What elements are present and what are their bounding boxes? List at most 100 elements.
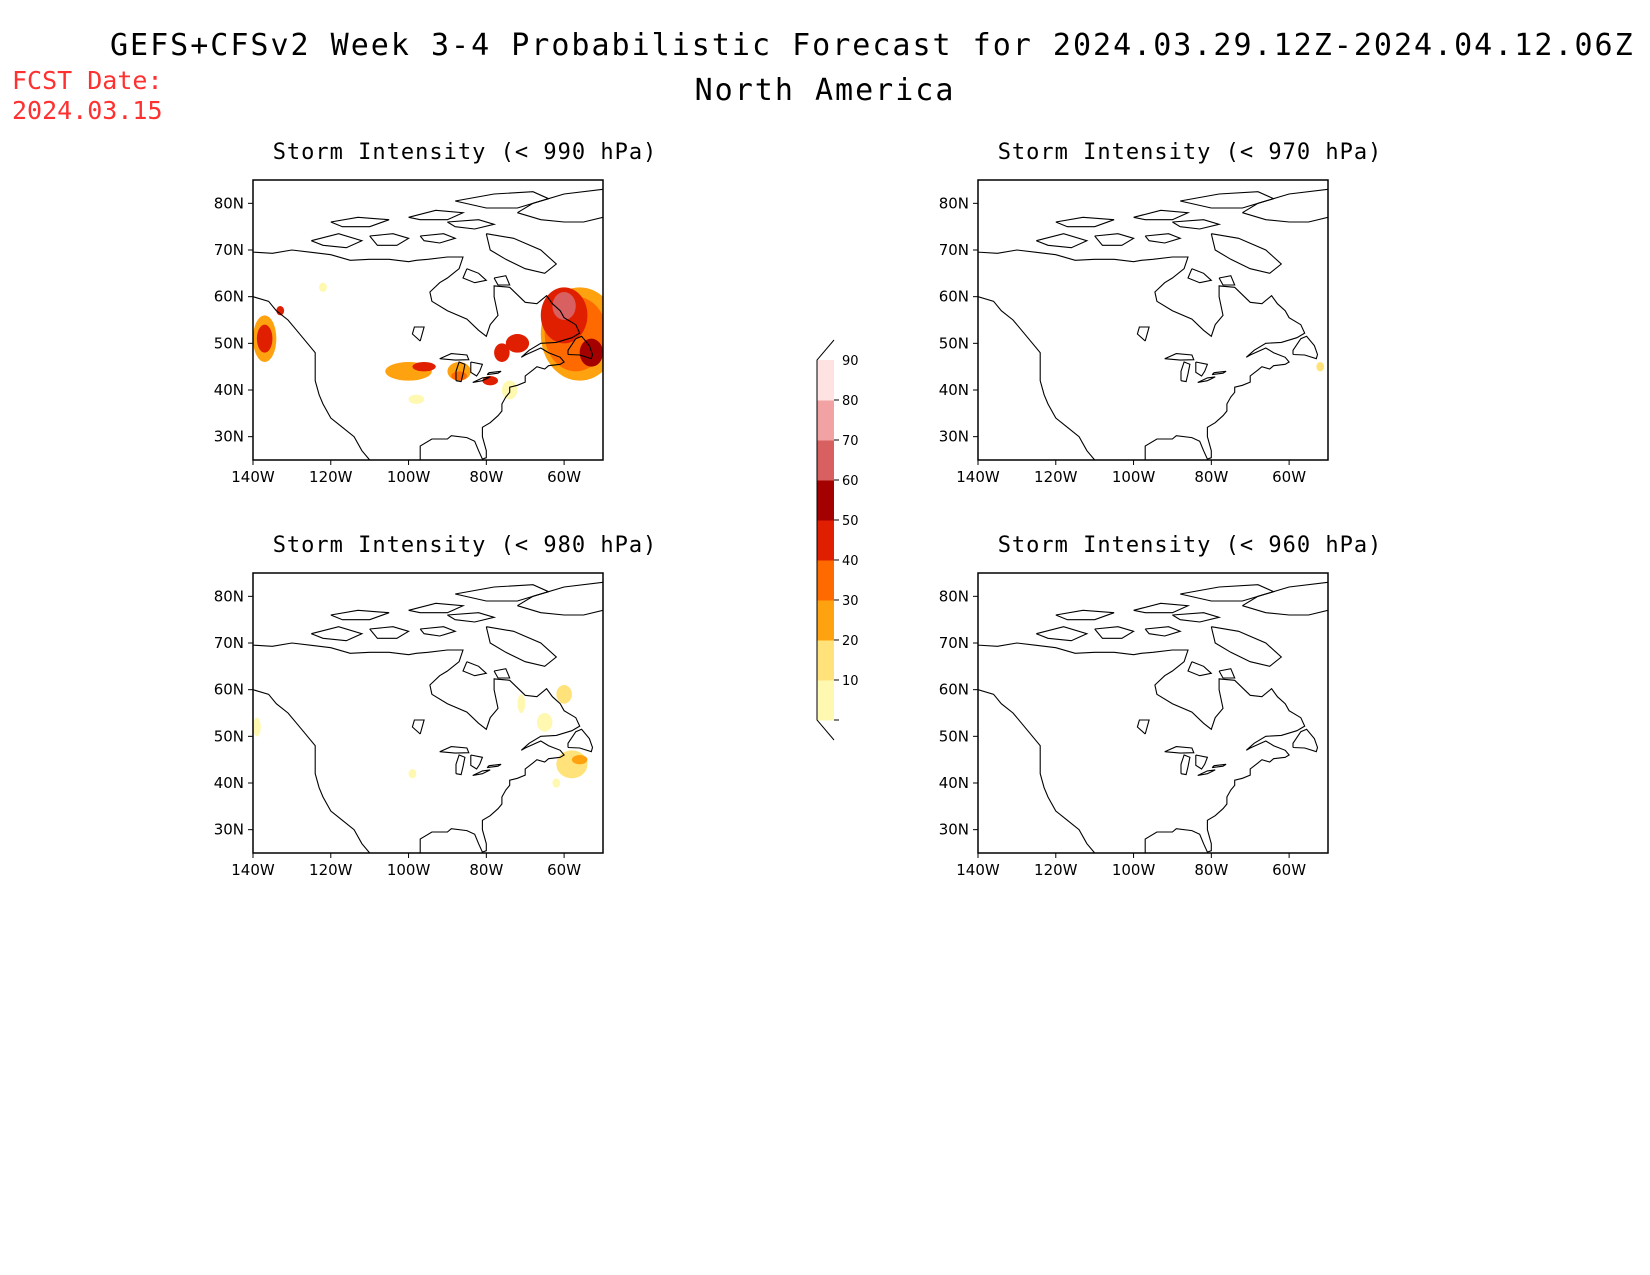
- probability-contour: [556, 685, 572, 704]
- lake-outline: [411, 326, 425, 342]
- fcst-date-label: FCST Date:: [12, 66, 163, 95]
- coastline: [311, 233, 364, 249]
- coastline: [1180, 584, 1276, 602]
- lon-tick-label: 60W: [1272, 861, 1306, 879]
- probability-contour: [276, 306, 285, 316]
- lat-tick-label: 40N: [939, 774, 969, 792]
- lat-tick-label: 30N: [939, 821, 969, 839]
- coastline: [253, 689, 371, 853]
- coastline: [447, 612, 497, 623]
- coastline: [978, 689, 1096, 853]
- coastline: [408, 209, 466, 221]
- coastline: [1133, 602, 1191, 614]
- colorbar-swatch: [817, 360, 834, 401]
- lake-outline: [1195, 361, 1209, 377]
- lon-tick-label: 60W: [547, 468, 581, 486]
- probability-field: [253, 282, 603, 404]
- lon-tick-label: 100W: [387, 861, 431, 879]
- colorbar-label: 40: [842, 554, 859, 569]
- coastline: [419, 626, 457, 637]
- coastline: [1094, 626, 1135, 639]
- lon-tick-label: 120W: [309, 468, 353, 486]
- coastline: [978, 296, 1096, 460]
- lat-tick-label: 40N: [214, 381, 244, 399]
- map-svg: 140W 120W 100W 80W 60W 80N 70N 60N 50N 40N 30N: [214, 572, 604, 879]
- colorbar-label: 30: [842, 594, 859, 609]
- probability-contour: [408, 394, 425, 404]
- probability-contour: [517, 694, 526, 713]
- coastline: [485, 233, 558, 274]
- coastline: [253, 296, 371, 460]
- probability-contour: [253, 717, 261, 737]
- coastline: [1172, 612, 1222, 623]
- lake-outline: [455, 361, 466, 383]
- probability-contour: [556, 750, 588, 779]
- coastline: [419, 233, 457, 244]
- lon-tick-label: 80W: [1194, 468, 1228, 486]
- lat-tick-label: 50N: [214, 334, 244, 352]
- lon-tick-label: 140W: [956, 861, 1000, 879]
- coastline: [1292, 728, 1319, 753]
- lon-tick-label: 100W: [1112, 861, 1156, 879]
- colorbar-label: 70: [842, 434, 859, 449]
- coastline: [330, 216, 390, 228]
- map-panel-970: 140W 120W 100W 80W 60W 80N 70N 60N 50N 40N 30N Sto…: [939, 140, 1440, 486]
- probability-contour: [552, 778, 561, 788]
- coastline: [1292, 335, 1319, 360]
- map-frame: [252, 179, 604, 461]
- coastline: [1144, 233, 1182, 244]
- coastline: [1187, 268, 1213, 284]
- coastlines: [253, 581, 603, 853]
- lat-tick-label: 80N: [214, 587, 244, 605]
- lake-outline: [486, 763, 502, 769]
- lat-tick-label: 70N: [214, 241, 244, 259]
- probability-contour: [451, 371, 467, 381]
- colorbar-legend: 10 20 30 40 50 60 70 80 90: [816, 339, 859, 741]
- lat-tick-label: 30N: [214, 821, 244, 839]
- lat-tick-label: 70N: [939, 241, 969, 259]
- probability-field: [253, 685, 588, 788]
- colorbar-label: 60: [842, 474, 859, 489]
- map-frame: [252, 572, 604, 854]
- lat-tick-label: 70N: [214, 634, 244, 652]
- colorbar-swatch: [817, 560, 834, 601]
- lake-outline: [1197, 769, 1216, 777]
- colorbar-label: 90: [842, 354, 859, 369]
- map-panel-980: 140W 120W 100W 80W 60W 80N 70N 60N 50N 40N 30N Sto…: [214, 533, 715, 879]
- coastline: [1210, 626, 1283, 667]
- colorbar-label: 80: [842, 394, 859, 409]
- lon-tick-label: 80W: [469, 468, 503, 486]
- lat-tick-label: 80N: [214, 194, 244, 212]
- probability-contour: [412, 362, 436, 372]
- coastline: [517, 581, 603, 616]
- lon-tick-label: 100W: [387, 468, 431, 486]
- lake-outline: [1180, 361, 1191, 383]
- lake-outline: [472, 376, 491, 384]
- lon-tick-label: 120W: [1034, 468, 1078, 486]
- lat-tick-label: 60N: [214, 681, 244, 699]
- coastline: [978, 249, 1306, 460]
- probability-contour: [319, 282, 327, 292]
- lon-tick-label: 80W: [469, 861, 503, 879]
- lon-tick-label: 140W: [231, 861, 275, 879]
- map-panel-990: 140W 120W 100W 80W 60W 80N 70N 60N 50N 40N 30N Sto…: [214, 140, 715, 486]
- coastline: [455, 584, 551, 602]
- coastline: [1094, 233, 1135, 246]
- lake-outline: [1136, 326, 1150, 342]
- lake-outline: [439, 746, 470, 754]
- coastline: [485, 626, 558, 667]
- lat-tick-label: 60N: [939, 681, 969, 699]
- lat-tick-label: 80N: [939, 587, 969, 605]
- coastline: [567, 728, 594, 753]
- lake-outline: [1180, 754, 1191, 776]
- coastline: [1180, 191, 1276, 209]
- coastline: [1218, 668, 1236, 679]
- lat-tick-label: 30N: [214, 428, 244, 446]
- coastline: [1055, 216, 1115, 228]
- lat-tick-label: 50N: [214, 727, 244, 745]
- coastlines: [978, 188, 1328, 460]
- lake-outline: [1211, 763, 1227, 769]
- figure-title: GEFS+CFSv2 Week 3-4 Probabilistic Foreca…: [110, 28, 1635, 63]
- coastline: [1055, 609, 1115, 621]
- probability-contour: [536, 713, 553, 732]
